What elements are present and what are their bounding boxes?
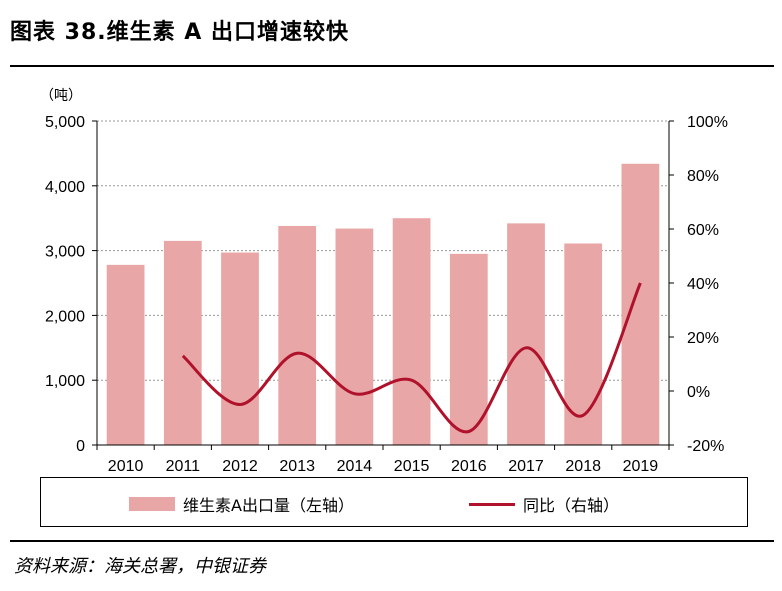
- right-axis-tick-label: 20%: [687, 330, 719, 347]
- legend-label-line: 同比（右轴）: [523, 496, 620, 515]
- bar: [449, 253, 488, 445]
- x-axis-tick-label: 2012: [222, 458, 258, 475]
- source-divider: [10, 540, 774, 542]
- axes: 0 1,000 2,000 3,000 4,000 5,000 -20% 0% 20% 40% 60…: [45, 114, 728, 475]
- left-axis-unit: （吨）: [40, 88, 82, 104]
- bar: [335, 228, 374, 445]
- x-axis-tick-label: 2010: [108, 458, 144, 475]
- left-axis-tick-label: 2,000: [45, 308, 85, 325]
- x-axis-tick-label: 2013: [279, 458, 315, 475]
- x-axis-tick-label: 2018: [565, 458, 601, 475]
- right-axis-tick-label: 60%: [687, 222, 719, 239]
- left-axis-tick-label: 0: [76, 438, 85, 455]
- title-divider: [10, 65, 774, 67]
- bar: [507, 223, 545, 445]
- bar: [278, 225, 317, 445]
- line-series: [181, 282, 642, 434]
- x-axis-tick-label: 2014: [337, 458, 373, 475]
- bar: [106, 264, 145, 445]
- bar: [392, 218, 431, 445]
- source-note: 资料来源：海关总署，中银证券: [14, 556, 266, 577]
- chart-title: 图表 38.维生素 A 出口增速较快: [10, 20, 349, 45]
- left-axis-tick-label: 3,000: [45, 244, 85, 261]
- legend-item-bar: 维生素A出口量（左轴）: [129, 492, 354, 516]
- right-axis-tick-label: -20%: [687, 438, 724, 455]
- bar: [221, 252, 259, 445]
- x-axis-tick-label: 2016: [451, 458, 487, 475]
- legend-label-bar: 维生素A出口量（左轴）: [183, 496, 354, 515]
- bar: [163, 240, 202, 445]
- right-axis-tick-label: 40%: [687, 276, 719, 293]
- x-axis-tick-label: 2019: [623, 458, 659, 475]
- legend-swatch-line: [469, 502, 515, 506]
- chart-canvas: 0 1,000 2,000 3,000 4,000 5,000 -20% 0% 20% 40% 60…: [40, 88, 728, 475]
- left-axis-tick-label: 4,000: [45, 179, 85, 196]
- left-axis-tick-label: 5,000: [45, 114, 85, 131]
- x-axis-tick-label: 2017: [508, 458, 544, 475]
- legend-swatch-bar: [129, 497, 175, 511]
- bar-series: [106, 163, 660, 445]
- legend: 维生素A出口量（左轴） 同比（右轴）: [40, 477, 748, 527]
- right-axis-tick-label: 100%: [687, 114, 728, 131]
- right-axis-tick-label: 80%: [687, 168, 719, 185]
- bar: [621, 163, 660, 445]
- left-axis-tick-label: 1,000: [45, 373, 85, 390]
- x-axis-tick-label: 2011: [166, 458, 201, 475]
- x-axis-tick-label: 2015: [394, 458, 430, 475]
- yoy-line: [181, 282, 642, 434]
- right-axis-tick-label: 0%: [687, 384, 710, 401]
- legend-item-line: 同比（右轴）: [469, 492, 619, 516]
